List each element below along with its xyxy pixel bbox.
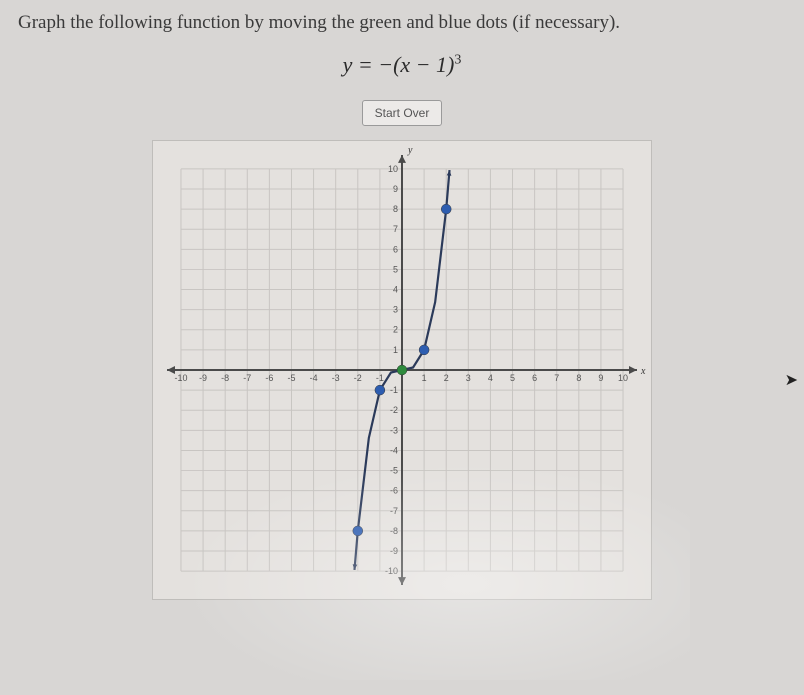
equation-rhs-exp: 3 xyxy=(454,53,461,68)
svg-text:-3: -3 xyxy=(332,373,340,383)
svg-text:-6: -6 xyxy=(390,486,398,496)
svg-text:-7: -7 xyxy=(390,506,398,516)
blue-dot-1[interactable] xyxy=(419,345,429,355)
svg-text:1: 1 xyxy=(422,373,427,383)
svg-text:-10: -10 xyxy=(174,373,187,383)
svg-text:6: 6 xyxy=(532,373,537,383)
svg-text:-2: -2 xyxy=(390,405,398,415)
blue-dot-3[interactable] xyxy=(375,385,385,395)
svg-text:-8: -8 xyxy=(221,373,229,383)
svg-text:10: 10 xyxy=(618,373,628,383)
blue-dot-4[interactable] xyxy=(353,526,363,536)
svg-text:8: 8 xyxy=(576,373,581,383)
svg-text:2: 2 xyxy=(444,373,449,383)
svg-text:9: 9 xyxy=(598,373,603,383)
svg-text:3: 3 xyxy=(393,305,398,315)
svg-text:8: 8 xyxy=(393,204,398,214)
svg-text:-4: -4 xyxy=(390,445,398,455)
svg-text:2: 2 xyxy=(393,325,398,335)
green-dot[interactable] xyxy=(397,365,407,375)
svg-text:9: 9 xyxy=(393,184,398,194)
svg-text:4: 4 xyxy=(393,285,398,295)
equation-lhs: y xyxy=(343,52,353,77)
svg-text:x: x xyxy=(640,366,646,377)
svg-text:3: 3 xyxy=(466,373,471,383)
cursor-icon: ➤ xyxy=(785,370,798,390)
svg-text:-5: -5 xyxy=(287,373,295,383)
svg-text:-5: -5 xyxy=(390,466,398,476)
svg-text:-2: -2 xyxy=(354,373,362,383)
svg-text:-7: -7 xyxy=(243,373,251,383)
svg-text:-1: -1 xyxy=(390,385,398,395)
svg-text:1: 1 xyxy=(393,345,398,355)
svg-text:7: 7 xyxy=(393,224,398,234)
svg-text:10: 10 xyxy=(388,164,398,174)
graph-area[interactable]: -10 -9 -8 -7 -6 -5 -4 -3 -2 -1 1 2 3 4 5 6 7 8 9 10 -10 -9 -8 -… xyxy=(152,140,652,600)
equation-rhs-base: −(x − 1) xyxy=(378,52,454,77)
svg-text:4: 4 xyxy=(488,373,493,383)
svg-text:-9: -9 xyxy=(390,546,398,556)
svg-text:y: y xyxy=(407,145,413,156)
svg-text:-9: -9 xyxy=(199,373,207,383)
instruction-text: Graph the following function by moving t… xyxy=(18,12,786,34)
svg-text:-10: -10 xyxy=(385,566,398,576)
svg-text:5: 5 xyxy=(393,264,398,274)
svg-text:-3: -3 xyxy=(390,425,398,435)
svg-text:-4: -4 xyxy=(310,373,318,383)
svg-text:-6: -6 xyxy=(265,373,273,383)
equation-display: y = −(x − 1)3 xyxy=(18,52,786,78)
blue-dot-2[interactable] xyxy=(441,204,451,214)
svg-text:6: 6 xyxy=(393,244,398,254)
svg-text:5: 5 xyxy=(510,373,515,383)
svg-text:7: 7 xyxy=(554,373,559,383)
svg-text:-8: -8 xyxy=(390,526,398,536)
svg-text:-1: -1 xyxy=(376,373,384,383)
start-over-button[interactable]: Start Over xyxy=(362,100,443,126)
